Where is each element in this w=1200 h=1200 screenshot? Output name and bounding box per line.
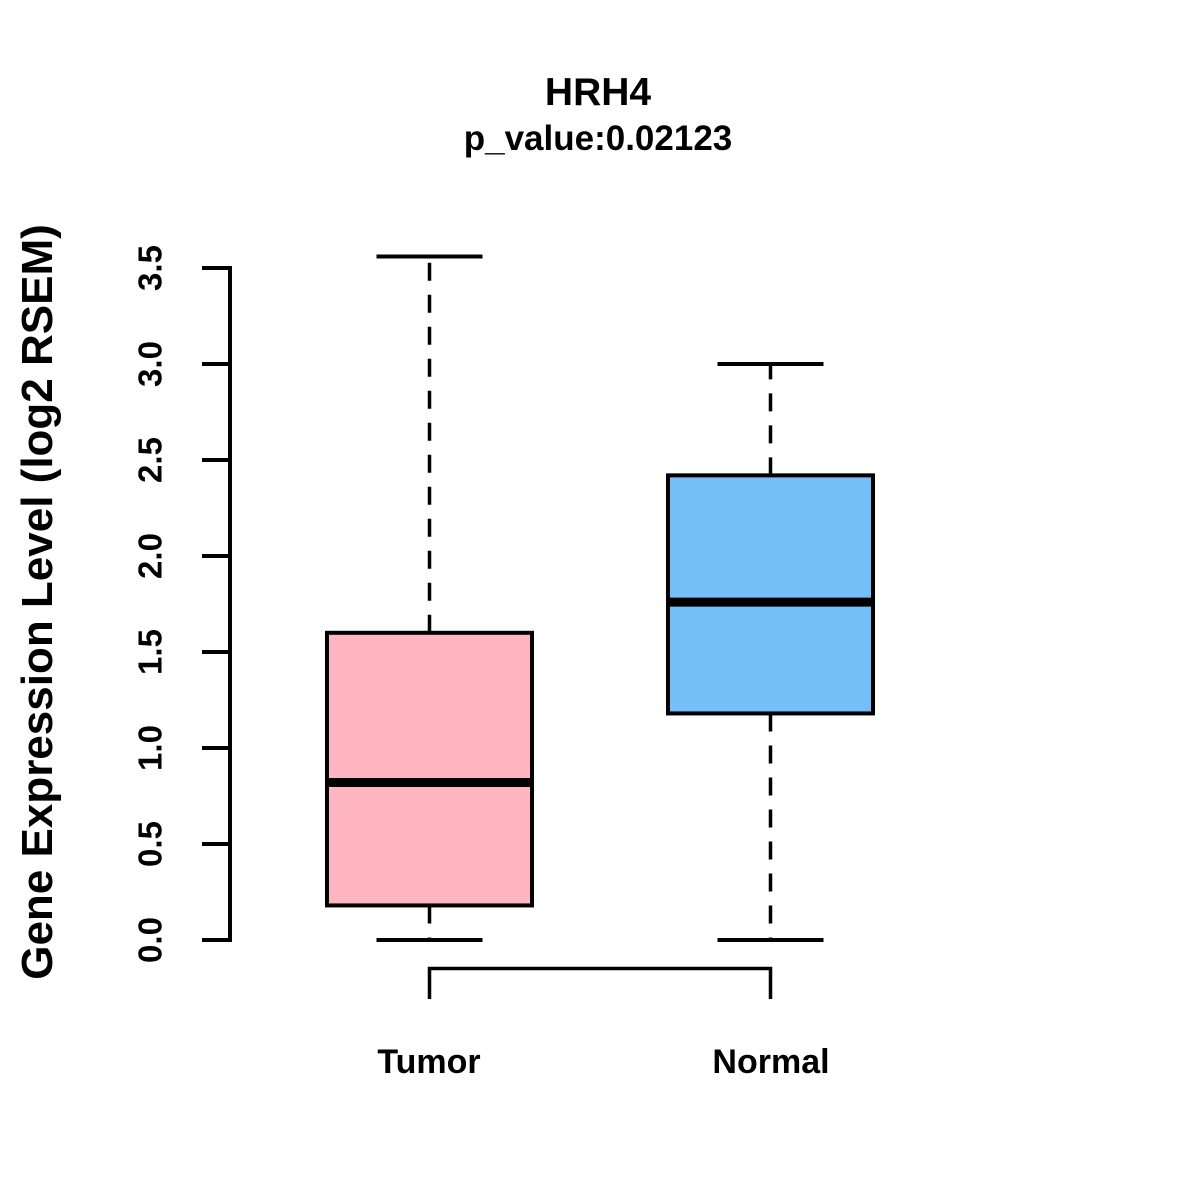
y-axis-tick-label: 2.5 xyxy=(132,437,169,483)
x-category-label-tumor: Tumor xyxy=(377,1043,481,1081)
y-axis-tick-label: 2.0 xyxy=(132,533,169,579)
y-axis-tick-label: 3.0 xyxy=(132,341,169,387)
comparison-bracket xyxy=(427,966,773,999)
y-axis-tick-label: 0.5 xyxy=(132,821,169,867)
chart-subtitle-pvalue: p_value:0.02123 xyxy=(463,119,733,158)
box-normal xyxy=(666,473,875,716)
y-axis-tick-label: 3.5 xyxy=(132,245,169,291)
y-axis-title: Gene Expression Level (log2 RSEM) xyxy=(13,224,62,980)
chart-title: HRH4 xyxy=(544,71,652,114)
box-tumor xyxy=(325,630,534,908)
x-category-label-normal: Normal xyxy=(712,1043,830,1081)
y-axis-tick-label: 0.0 xyxy=(132,917,169,963)
y-axis-tick-label: 1.0 xyxy=(132,725,169,771)
y-axis-tick-label: 1.5 xyxy=(132,629,169,675)
